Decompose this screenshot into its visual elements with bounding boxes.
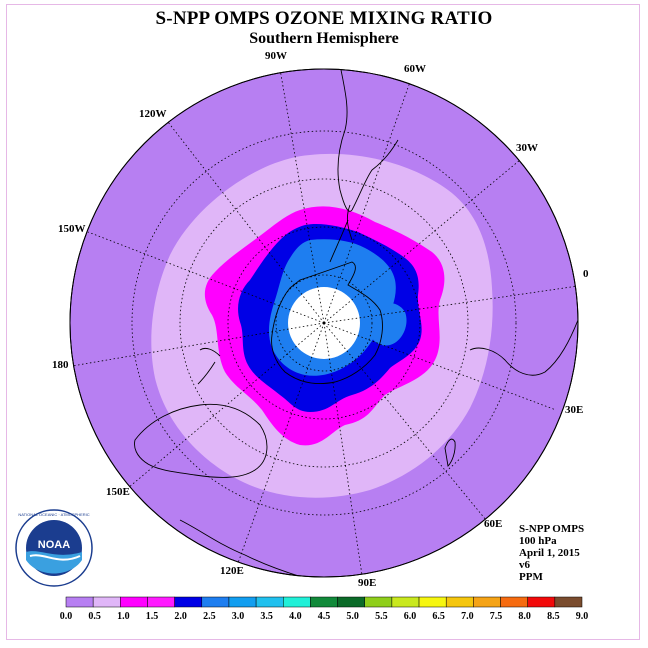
colorbar-tick-label: 5.5 (375, 611, 388, 622)
antarctic-peninsula (329, 204, 353, 263)
lon-label-60e: 60E (484, 518, 503, 530)
info-units: PPM (519, 571, 543, 583)
colorbar-tick-label: 3.5 (260, 611, 273, 622)
lon-label-120w: 120W (139, 108, 167, 120)
colorbar-swatch (228, 596, 257, 608)
lon-label-90w: 90W (265, 50, 287, 62)
colorbar-swatch (65, 596, 94, 608)
colorbar-tick-label: 0.0 (60, 611, 73, 622)
colorbar-tick-label: 5.0 (346, 611, 359, 622)
lon-label-90e: 90E (358, 577, 377, 589)
colorbar-swatch (310, 596, 338, 608)
colorbar-tick-label: 7.0 (461, 611, 474, 622)
lon-label-0: 0 (583, 268, 589, 280)
colorbar-tick-label: 1.0 (117, 611, 130, 622)
lon-label-150e: 150E (106, 486, 130, 498)
figure-frame (6, 4, 640, 640)
colorbar-tick-label: 2.0 (174, 611, 187, 622)
colorbar-swatch (473, 596, 501, 608)
colorbar-tick-label: 7.5 (490, 611, 503, 622)
colorbar-tick-label: 8.0 (518, 611, 531, 622)
colorbar-swatch (364, 596, 393, 608)
colorbar-tick-label: 9.0 (576, 611, 589, 622)
australia (134, 403, 268, 478)
colorbar-swatch (418, 596, 447, 608)
colorbar-swatch (201, 596, 230, 608)
colorbar-tick-label: 4.0 (289, 611, 302, 622)
svg-text:NATIONAL OCEANIC · ATMOSPHERIC: NATIONAL OCEANIC · ATMOSPHERIC (18, 512, 89, 517)
colorbar-tick-label: 0.5 (88, 611, 101, 622)
colorbar-tick-label: 6.5 (432, 611, 445, 622)
page-title: S-NPP OMPS OZONE MIXING RATIO (155, 8, 493, 29)
graticule (71, 69, 578, 576)
lon-label-120e: 120E (220, 565, 244, 577)
colorbar-swatch (283, 596, 311, 608)
colorbar-swatch (527, 596, 556, 608)
lon-label-150w: 150W (58, 223, 86, 235)
lon-label-180: 180 (52, 359, 69, 371)
colorbar-swatch (92, 596, 121, 608)
page-subtitle: Southern Hemisphere (249, 30, 399, 47)
colorbar-swatch (445, 596, 474, 608)
colorbar-swatch (120, 596, 148, 608)
colorbar-tick-label: 4.5 (318, 611, 331, 622)
south-america (337, 69, 399, 212)
southeast-asia (179, 519, 306, 577)
africa (469, 319, 578, 376)
colorbar-tick-label: 3.0 (232, 611, 245, 622)
info-instrument: S-NPP OMPS (519, 523, 585, 535)
colorbar-swatch (337, 596, 365, 608)
colorbar-swatch (255, 596, 284, 608)
info-level: 100 hPa (519, 535, 557, 547)
madagascar (444, 438, 456, 467)
info-date: April 1, 2015 (519, 547, 580, 559)
lon-label-30w: 30W (516, 142, 538, 154)
antarctica-coast (271, 261, 383, 384)
band-2-5-east-patch (368, 302, 407, 346)
colorbar-tick-label: 8.5 (547, 611, 560, 622)
info-version: v6 (519, 559, 530, 571)
colorbar-swatch (554, 596, 583, 608)
noaa-logo-text: NOAA (38, 539, 70, 551)
lon-label-60w: 60W (404, 63, 426, 75)
colorbar-tick-label: 6.0 (404, 611, 417, 622)
noaa-logo: NOAA NATIONAL OCEANIC · ATMOSPHERIC (15, 509, 93, 587)
colorbar: 0.0 0.5 1.0 1.5 2.0 2.5 3.0 3.5 4.0 4.5 5.0 5.5 6.0 6… (60, 596, 589, 622)
colorbar-tick-label: 1.5 (146, 611, 159, 622)
colorbar-swatch (500, 596, 528, 608)
new-zealand (197, 347, 221, 385)
colorbar-swatch (147, 596, 175, 608)
colorbar-tick-label: 2.5 (203, 611, 216, 622)
colorbar-swatch (391, 596, 420, 608)
lon-label-30e: 30E (565, 404, 584, 416)
colorbar-swatch (174, 596, 203, 608)
coastlines (134, 69, 578, 577)
info-block: S-NPP OMPS 100 hPa April 1, 2015 v6 PPM (519, 523, 584, 583)
